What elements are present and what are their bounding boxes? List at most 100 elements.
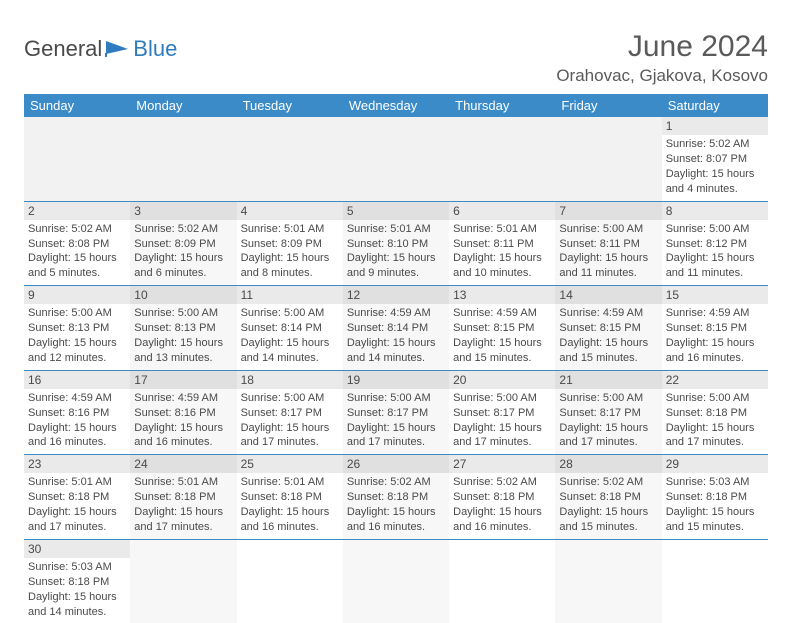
calendar-cell: 1Sunrise: 5:02 AMSunset: 8:07 PMDaylight… [662, 117, 768, 201]
day-number: 23 [24, 455, 130, 473]
calendar-cell: 9Sunrise: 5:00 AMSunset: 8:13 PMDaylight… [24, 286, 130, 371]
day-number: 24 [130, 455, 236, 473]
day-header: Friday [555, 94, 661, 117]
month-year: June 2024 [556, 30, 768, 64]
daylight-text: Daylight: 15 hours and 15 minutes. [453, 336, 551, 366]
calendar-cell: 25Sunrise: 5:01 AMSunset: 8:18 PMDayligh… [237, 455, 343, 540]
title-block: June 2024 Orahovac, Gjakova, Kosovo [556, 30, 768, 86]
logo-text-blue: Blue [133, 36, 177, 62]
sunset-text: Sunset: 8:15 PM [453, 321, 551, 336]
calendar-cell: 6Sunrise: 5:01 AMSunset: 8:11 PMDaylight… [449, 201, 555, 286]
sunrise-text: Sunrise: 5:01 AM [134, 475, 232, 490]
day-number: 10 [130, 286, 236, 304]
day-number: 29 [662, 455, 768, 473]
sunset-text: Sunset: 8:08 PM [28, 237, 126, 252]
day-number: 30 [24, 540, 130, 558]
day-number: 8 [662, 202, 768, 220]
day-header: Sunday [24, 94, 130, 117]
calendar-cell: 23Sunrise: 5:01 AMSunset: 8:18 PMDayligh… [24, 455, 130, 540]
calendar-cell [343, 117, 449, 201]
day-number: 17 [130, 371, 236, 389]
sunset-text: Sunset: 8:11 PM [453, 237, 551, 252]
sunrise-text: Sunrise: 4:59 AM [559, 306, 657, 321]
day-number: 5 [343, 202, 449, 220]
daylight-text: Daylight: 15 hours and 17 minutes. [28, 505, 126, 535]
calendar-cell: 4Sunrise: 5:01 AMSunset: 8:09 PMDaylight… [237, 201, 343, 286]
sunset-text: Sunset: 8:07 PM [666, 152, 764, 167]
sunset-text: Sunset: 8:18 PM [559, 490, 657, 505]
sunset-text: Sunset: 8:17 PM [559, 406, 657, 421]
sunset-text: Sunset: 8:18 PM [241, 490, 339, 505]
calendar-cell: 8 Sunrise: 5:00 AMSunset: 8:12 PMDaylight… [662, 201, 768, 286]
daylight-text: Daylight: 15 hours and 17 minutes. [347, 421, 445, 451]
sunset-text: Sunset: 8:14 PM [241, 321, 339, 336]
calendar-table: Sunday Monday Tuesday Wednesday Thursday… [24, 94, 768, 623]
calendar-cell: 14Sunrise: 4:59 AMSunset: 8:15 PMDayligh… [555, 286, 661, 371]
calendar-cell: 15Sunrise: 4:59 AMSunset: 8:15 PMDayligh… [662, 286, 768, 371]
calendar-cell: 28 Sunrise: 5:02 AMSunset: 8:18 PMDayligh… [555, 455, 661, 540]
calendar-row: 9Sunrise: 5:00 AMSunset: 8:13 PMDaylight… [24, 286, 768, 371]
day-header: Wednesday [343, 94, 449, 117]
daylight-text: Daylight: 15 hours and 17 minutes. [134, 505, 232, 535]
day-header: Saturday [662, 94, 768, 117]
day-number: 20 [449, 371, 555, 389]
sunrise-text: Sunrise: 5:02 AM [559, 475, 657, 490]
day-header-row: Sunday Monday Tuesday Wednesday Thursday… [24, 94, 768, 117]
daylight-text: Daylight: 15 hours and 16 minutes. [347, 505, 445, 535]
calendar-cell [237, 539, 343, 623]
sunrise-text: Sunrise: 5:00 AM [666, 222, 764, 237]
calendar-cell [449, 117, 555, 201]
header: General Blue June 2024 Orahovac, Gjakova… [24, 30, 768, 86]
sunset-text: Sunset: 8:18 PM [134, 490, 232, 505]
sunset-text: Sunset: 8:17 PM [453, 406, 551, 421]
sunset-text: Sunset: 8:14 PM [347, 321, 445, 336]
day-number: 15 [662, 286, 768, 304]
calendar-cell: 5Sunrise: 5:01 AMSunset: 8:10 PMDaylight… [343, 201, 449, 286]
sunrise-text: Sunrise: 5:00 AM [134, 306, 232, 321]
daylight-text: Daylight: 15 hours and 13 minutes. [134, 336, 232, 366]
daylight-text: Daylight: 15 hours and 14 minutes. [347, 336, 445, 366]
day-number: 16 [24, 371, 130, 389]
day-number: 11 [237, 286, 343, 304]
calendar-cell: 20Sunrise: 5:00 AMSunset: 8:17 PMDayligh… [449, 370, 555, 455]
logo: General Blue [24, 30, 177, 62]
daylight-text: Daylight: 15 hours and 6 minutes. [134, 251, 232, 281]
sunset-text: Sunset: 8:17 PM [347, 406, 445, 421]
daylight-text: Daylight: 15 hours and 15 minutes. [559, 505, 657, 535]
calendar-cell: 26Sunrise: 5:02 AMSunset: 8:18 PMDayligh… [343, 455, 449, 540]
daylight-text: Daylight: 15 hours and 17 minutes. [241, 421, 339, 451]
calendar-cell [343, 539, 449, 623]
calendar-cell: 11Sunrise: 5:00 AMSunset: 8:14 PMDayligh… [237, 286, 343, 371]
sunset-text: Sunset: 8:10 PM [347, 237, 445, 252]
sunrise-text: Sunrise: 5:00 AM [559, 391, 657, 406]
daylight-text: Daylight: 15 hours and 16 minutes. [453, 505, 551, 535]
daylight-text: Daylight: 15 hours and 17 minutes. [559, 421, 657, 451]
calendar-cell [449, 539, 555, 623]
sunrise-text: Sunrise: 4:59 AM [347, 306, 445, 321]
sunset-text: Sunset: 8:12 PM [666, 237, 764, 252]
sunrise-text: Sunrise: 5:00 AM [453, 391, 551, 406]
sunrise-text: Sunrise: 5:01 AM [453, 222, 551, 237]
day-number: 27 [449, 455, 555, 473]
calendar-cell: 27Sunrise: 5:02 AMSunset: 8:18 PMDayligh… [449, 455, 555, 540]
daylight-text: Daylight: 15 hours and 11 minutes. [666, 251, 764, 281]
location: Orahovac, Gjakova, Kosovo [556, 66, 768, 86]
calendar-cell: 30Sunrise: 5:03 AMSunset: 8:18 PMDayligh… [24, 539, 130, 623]
calendar-cell: 21 Sunrise: 5:00 AMSunset: 8:17 PMDayligh… [555, 370, 661, 455]
sunset-text: Sunset: 8:13 PM [28, 321, 126, 336]
day-number: 21 [555, 371, 661, 389]
sunrise-text: Sunrise: 5:00 AM [347, 391, 445, 406]
calendar-row: 16Sunrise: 4:59 AMSunset: 8:16 PMDayligh… [24, 370, 768, 455]
sunset-text: Sunset: 8:18 PM [666, 490, 764, 505]
daylight-text: Daylight: 15 hours and 11 minutes. [559, 251, 657, 281]
sunrise-text: Sunrise: 5:02 AM [453, 475, 551, 490]
calendar-cell: 24 Sunrise: 5:01 AMSunset: 8:18 PMDayligh… [130, 455, 236, 540]
sunrise-text: Sunrise: 5:01 AM [241, 475, 339, 490]
calendar-cell: 17Sunrise: 4:59 AMSunset: 8:16 PMDayligh… [130, 370, 236, 455]
sunset-text: Sunset: 8:18 PM [28, 490, 126, 505]
calendar-cell: 18Sunrise: 5:00 AMSunset: 8:17 PMDayligh… [237, 370, 343, 455]
sunrise-text: Sunrise: 5:01 AM [241, 222, 339, 237]
day-number: 28 [555, 455, 661, 473]
day-number: 25 [237, 455, 343, 473]
sunrise-text: Sunrise: 4:59 AM [453, 306, 551, 321]
